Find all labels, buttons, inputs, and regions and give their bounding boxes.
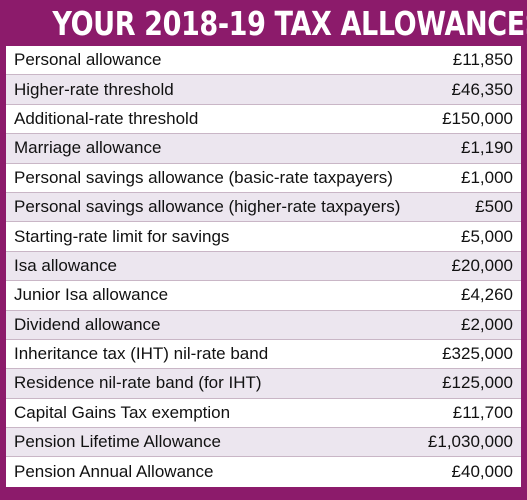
- table-row: Residence nil-rate band (for IHT) £125,00…: [6, 369, 521, 399]
- allowance-amount: £500: [475, 197, 513, 217]
- table-row: Marriage allowance £1,190: [6, 134, 521, 164]
- table-row: Isa allowance £20,000: [6, 251, 521, 282]
- allowance-name: Pension Annual Allowance: [14, 462, 214, 482]
- allowance-amount: £1,030,000: [427, 432, 513, 452]
- allowance-amount: £325,000: [442, 344, 513, 364]
- table-row: Dividend allowance £2,000: [6, 310, 521, 340]
- allowance-name: Starting-rate limit for savings: [14, 226, 230, 246]
- allowance-name: Personal savings allowance (higher-rate …: [14, 197, 401, 217]
- allowance-name: Capital Gains Tax exemption: [14, 402, 231, 422]
- allowance-name: Residence nil-rate band (for IHT): [14, 373, 262, 393]
- allowance-amount: £125,000: [442, 373, 513, 393]
- table-row: Personal allowance £11,850: [6, 46, 521, 76]
- allowance-name: Junior Isa allowance: [14, 285, 169, 305]
- table-row: Starting-rate limit for savings £5,000: [6, 222, 521, 252]
- allowance-name: Inheritance tax (IHT) nil-rate band: [14, 344, 269, 364]
- allowance-amount: £1,000: [461, 167, 513, 187]
- allowance-name: Personal savings allowance (basic-rate t…: [14, 167, 393, 187]
- table: Personal allowance £11,850 Higher-rate thr…: [6, 46, 521, 487]
- table-row: Inheritance tax (IHT) nil-rate band £325,…: [6, 340, 521, 370]
- allowance-amount: £150,000: [442, 108, 513, 128]
- allowance-name: Dividend allowance: [14, 314, 161, 334]
- allowance-amount: £2,000: [461, 314, 513, 334]
- table-row: Pension Annual Allowance £40,000: [6, 457, 521, 486]
- table-row: Pension Lifetime Allowance £1,030,000: [6, 428, 521, 458]
- allowance-name: Additional-rate threshold: [14, 108, 199, 128]
- allowance-amount: £11,700: [452, 402, 513, 422]
- allowance-amount: £20,000: [451, 255, 513, 275]
- title: YOUR 2018-19 TAX ALLOWANCES: [52, 4, 527, 43]
- table-row: Capital Gains Tax exemption £11,700: [6, 399, 521, 429]
- allowance-name: Personal allowance: [14, 50, 162, 70]
- allowance-name: Marriage allowance: [14, 138, 162, 158]
- allowance-name: Higher-rate threshold: [14, 79, 174, 99]
- allowance-name: Pension Lifetime Allowance: [14, 432, 221, 452]
- table-row: Junior Isa allowance £4,260: [6, 281, 521, 311]
- allowance-name: Isa allowance: [14, 255, 118, 275]
- allowance-amount: £4,260: [461, 285, 513, 305]
- allowance-amount: £46,350: [451, 79, 513, 99]
- allowance-amount: £5,000: [461, 226, 513, 246]
- table-row: Additional-rate threshold £150,000: [6, 105, 521, 135]
- allowance-amount: £1,190: [461, 138, 513, 158]
- table-row: Higher-rate threshold £46,350: [6, 75, 521, 105]
- allowance-amount: £40,000: [451, 462, 513, 482]
- table-row: Personal savings allowance (higher-rate …: [6, 192, 521, 223]
- table-row: Personal savings allowance (basic-rate t…: [6, 164, 521, 193]
- allowance-amount: £11,850: [452, 50, 513, 70]
